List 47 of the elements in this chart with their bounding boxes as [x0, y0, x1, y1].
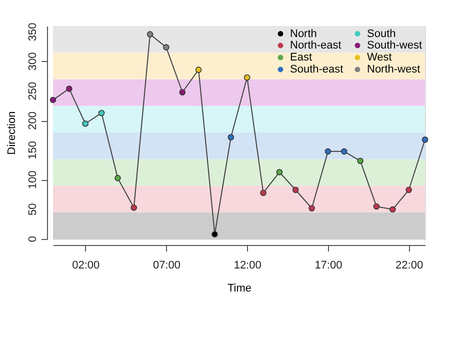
point: [212, 231, 218, 238]
point: [373, 203, 380, 210]
point: [244, 74, 250, 81]
legend-label: South: [367, 28, 396, 40]
x-tick-label: 12:00: [234, 260, 262, 272]
point: [163, 44, 170, 50]
y-tick-label: 0: [27, 236, 39, 242]
y-tick-label: 50: [27, 203, 39, 216]
point: [146, 31, 154, 38]
point: [228, 134, 234, 140]
y-tick-label: 200: [27, 111, 39, 130]
point: [276, 169, 283, 176]
point: [114, 174, 121, 182]
y-axis-title: Direction: [6, 111, 18, 155]
x-tick-label: 17:00: [314, 260, 342, 272]
x-tick-label: 02:00: [72, 260, 100, 272]
legend-label: North-east: [290, 40, 342, 52]
y-tick-label: 350: [27, 22, 39, 42]
point: [98, 110, 105, 116]
point: [130, 204, 138, 211]
y-tick-label: 150: [27, 141, 39, 160]
legend-label: North: [290, 28, 317, 40]
point: [292, 186, 299, 194]
point: [260, 190, 266, 196]
y-tick-label: 300: [27, 52, 39, 71]
x-tick-label: 07:00: [152, 260, 180, 272]
point: [50, 96, 56, 104]
legend-label: South-east: [290, 64, 344, 76]
legend-label: West: [367, 52, 392, 64]
legend-label: East: [290, 52, 312, 64]
point: [179, 89, 186, 96]
point: [422, 136, 428, 143]
x-tick-label: 22:00: [396, 260, 424, 272]
legend-label: South-west: [367, 40, 422, 52]
point: [357, 158, 364, 164]
y-tick-label: 250: [27, 82, 39, 100]
point: [82, 120, 88, 127]
point: [308, 205, 315, 212]
legend-label: North-west: [367, 64, 420, 76]
x-axis-title: Time: [227, 282, 252, 294]
point: [406, 186, 412, 194]
point: [195, 66, 202, 73]
point: [66, 86, 72, 92]
y-tick-label: 100: [27, 170, 39, 190]
point: [390, 206, 396, 213]
point: [340, 148, 348, 155]
point: [324, 148, 332, 155]
